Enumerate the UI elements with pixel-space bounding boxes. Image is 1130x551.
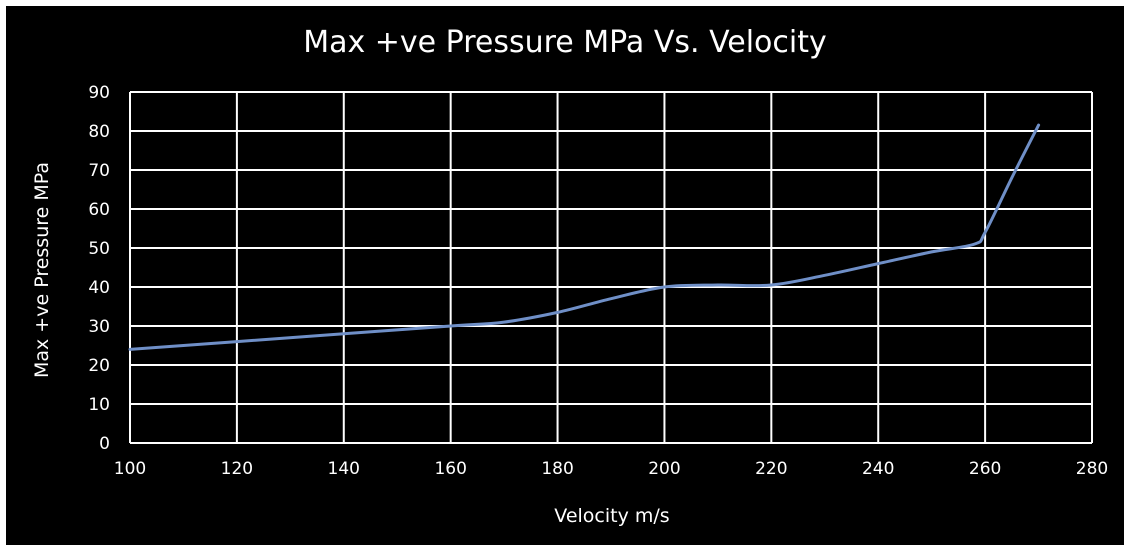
x-tick-label: 280 xyxy=(1076,459,1108,479)
y-tick-label: 20 xyxy=(88,356,110,376)
x-tick-label: 220 xyxy=(755,459,787,479)
x-tick-labels: 100 120 140 160 180 200 220 240 260 280 xyxy=(114,459,1108,479)
x-tick-label: 120 xyxy=(221,459,253,479)
x-tick-label: 140 xyxy=(328,459,360,479)
y-tick-label: 90 xyxy=(88,83,110,103)
chart-area xyxy=(6,6,1124,545)
y-tick-label: 0 xyxy=(99,434,110,454)
y-tick-label: 30 xyxy=(88,317,110,337)
series-line xyxy=(128,123,1041,351)
y-tick-label: 50 xyxy=(88,239,110,259)
y-axis-label: Max +ve Pressure MPa xyxy=(31,162,53,378)
x-tick-label: 180 xyxy=(541,459,573,479)
y-tick-labels: 0 10 20 30 40 50 60 70 80 90 xyxy=(88,83,110,454)
x-tick-label: 160 xyxy=(434,459,466,479)
y-tick-label: 80 xyxy=(88,122,110,142)
y-tick-label: 70 xyxy=(88,161,110,181)
y-tick-label: 60 xyxy=(88,200,110,220)
y-tick-label: 10 xyxy=(88,395,110,415)
grid-lines xyxy=(129,91,1093,444)
x-tick-label: 200 xyxy=(648,459,680,479)
chart-title: Max +ve Pressure MPa Vs. Velocity xyxy=(303,25,827,60)
x-tick-label: 100 xyxy=(114,459,146,479)
x-axis-label: Velocity m/s xyxy=(554,505,669,527)
x-tick-label: 260 xyxy=(969,459,1001,479)
y-tick-label: 40 xyxy=(88,278,110,298)
x-tick-label: 240 xyxy=(862,459,894,479)
